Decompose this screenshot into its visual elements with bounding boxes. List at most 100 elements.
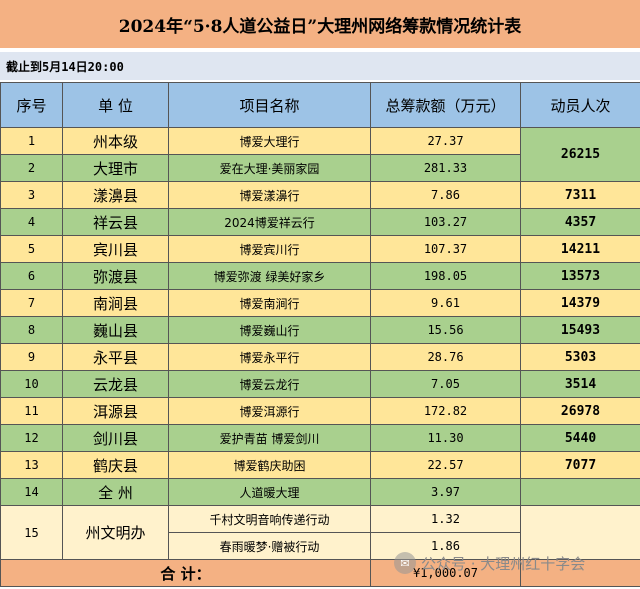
cell-project: 博爱洱源行: [168, 397, 371, 425]
total-people: [520, 559, 640, 587]
watermark-text: 公众号 · 大理州红十字会: [421, 554, 586, 573]
cell-project: 春雨暖梦·赠被行动: [168, 532, 371, 560]
cell-no: 1: [0, 127, 63, 155]
table-row: 8 巍山县 博爱巍山行 15.56 15493: [0, 316, 640, 344]
cell-no: 3: [0, 181, 63, 209]
cell-project: 千村文明音响传递行动: [168, 505, 371, 533]
table-row: 4 祥云县 2024博爱祥云行 103.27 4357: [0, 208, 640, 236]
cell-project: 2024博爱祥云行: [168, 208, 371, 236]
fundraising-table: 序号 单 位 项目名称 总筹款额（万元） 动员人次 1 州本级 博爱大理行 27…: [0, 82, 640, 587]
cell-unit: 剑川县: [62, 424, 169, 452]
cell-unit: 洱源县: [62, 397, 169, 425]
cell-no: 2: [0, 154, 63, 182]
cell-unit: 云龙县: [62, 370, 169, 398]
cell-no: 5: [0, 235, 63, 263]
cell-no: 8: [0, 316, 63, 344]
cell-amount: 198.05: [370, 262, 521, 290]
cell-no: 7: [0, 289, 63, 317]
cell-project: 爱护青苗 博爱剑川: [168, 424, 371, 452]
cell-project: 博爱鹤庆助困: [168, 451, 371, 479]
cell-amount: 11.30: [370, 424, 521, 452]
cell-amount: 15.56: [370, 316, 521, 344]
cell-unit: 鹤庆县: [62, 451, 169, 479]
cell-no: 11: [0, 397, 63, 425]
table-row: 7 南涧县 博爱南涧行 9.61 14379: [0, 289, 640, 317]
header-row: 序号 单 位 项目名称 总筹款额（万元） 动员人次: [0, 82, 640, 128]
cell-amount: 3.97: [370, 478, 521, 506]
cell-people: 7077: [520, 451, 640, 479]
cell-unit: 大理市: [62, 154, 169, 182]
cell-unit: 巍山县: [62, 316, 169, 344]
table-row: 6 弥渡县 博爱弥渡 绿美好家乡 198.05 13573: [0, 262, 640, 290]
table-row: 12 剑川县 爱护青苗 博爱剑川 11.30 5440: [0, 424, 640, 452]
cell-people: 4357: [520, 208, 640, 236]
watermark: ✉ 公众号 · 大理州红十字会: [394, 552, 585, 574]
cell-amount: 7.05: [370, 370, 521, 398]
cell-no: 10: [0, 370, 63, 398]
cell-amount: 103.27: [370, 208, 521, 236]
table-row: 1 州本级 博爱大理行 27.37 26215: [0, 127, 640, 182]
cell-unit: 祥云县: [62, 208, 169, 236]
cell-people: 15493: [520, 316, 640, 344]
cell-project: 博爱永平行: [168, 343, 371, 371]
table-row: 10 云龙县 博爱云龙行 7.05 3514: [0, 370, 640, 398]
total-label: 合 计：: [0, 559, 371, 587]
cell-amount: 27.37: [370, 127, 521, 155]
cell-amount: 172.82: [370, 397, 521, 425]
cell-project: 爱在大理·美丽家园: [168, 154, 371, 182]
cell-people: 26978: [520, 397, 640, 425]
table-row: 13 鹤庆县 博爱鹤庆助困 22.57 7077: [0, 451, 640, 479]
cell-amount: 28.76: [370, 343, 521, 371]
cell-people: 14379: [520, 289, 640, 317]
cell-unit: 永平县: [62, 343, 169, 371]
cell-no: 12: [0, 424, 63, 452]
as-of-note: 截止到5月14日20:00: [0, 52, 640, 80]
cell-no: 9: [0, 343, 63, 371]
table-row: 9 永平县 博爱永平行 28.76 5303: [0, 343, 640, 371]
table-row: 14 全 州 人道暖大理 3.97: [0, 478, 640, 506]
cell-project: 人道暖大理: [168, 478, 371, 506]
cell-people: [520, 478, 640, 506]
cell-amount: 107.37: [370, 235, 521, 263]
cell-amount: 1.32: [370, 505, 521, 533]
header-unit: 单 位: [62, 82, 169, 128]
cell-unit: 漾濞县: [62, 181, 169, 209]
header-amount: 总筹款额（万元）: [370, 82, 521, 128]
cell-amount: 22.57: [370, 451, 521, 479]
cell-unit: 弥渡县: [62, 262, 169, 290]
cell-project: 博爱漾濞行: [168, 181, 371, 209]
header-people: 动员人次: [520, 82, 640, 128]
table-row: 11 洱源县 博爱洱源行 172.82 26978: [0, 397, 640, 425]
cell-amount: 9.61: [370, 289, 521, 317]
cell-people: 5303: [520, 343, 640, 371]
cell-unit: 全 州: [62, 478, 169, 506]
cell-project: 博爱云龙行: [168, 370, 371, 398]
cell-people: 7311: [520, 181, 640, 209]
table-row: 5 宾川县 博爱宾川行 107.37 14211: [0, 235, 640, 263]
sheet-title: 2024年“5·8人道公益日”大理州网络筹款情况统计表: [0, 0, 640, 48]
cell-project: 博爱巍山行: [168, 316, 371, 344]
cell-amount: 7.86: [370, 181, 521, 209]
cell-project: 博爱南涧行: [168, 289, 371, 317]
cell-unit: 州文明办: [62, 505, 169, 560]
header-project: 项目名称: [168, 82, 371, 128]
cell-people: 5440: [520, 424, 640, 452]
cell-people: [520, 505, 640, 560]
cell-people: 14211: [520, 235, 640, 263]
cell-people-merged: 26215: [520, 127, 640, 182]
cell-no: 13: [0, 451, 63, 479]
cell-amount: 281.33: [370, 154, 521, 182]
table-row: 15 州文明办 千村文明音响传递行动 1.32: [0, 505, 640, 560]
table-row: 3 漾濞县 博爱漾濞行 7.86 7311: [0, 181, 640, 209]
cell-project: 博爱大理行: [168, 127, 371, 155]
cell-unit: 州本级: [62, 127, 169, 155]
cell-unit: 南涧县: [62, 289, 169, 317]
cell-no: 15: [0, 505, 63, 560]
table-row: 2 大理市 爱在大理·美丽家园 281.33: [0, 154, 640, 182]
cell-no: 14: [0, 478, 63, 506]
cell-people: 3514: [520, 370, 640, 398]
table-row: 春雨暖梦·赠被行动 1.86: [1, 532, 640, 560]
cell-no: 4: [0, 208, 63, 236]
cell-amount: 1.86: [370, 532, 521, 560]
cell-people: 13573: [520, 262, 640, 290]
